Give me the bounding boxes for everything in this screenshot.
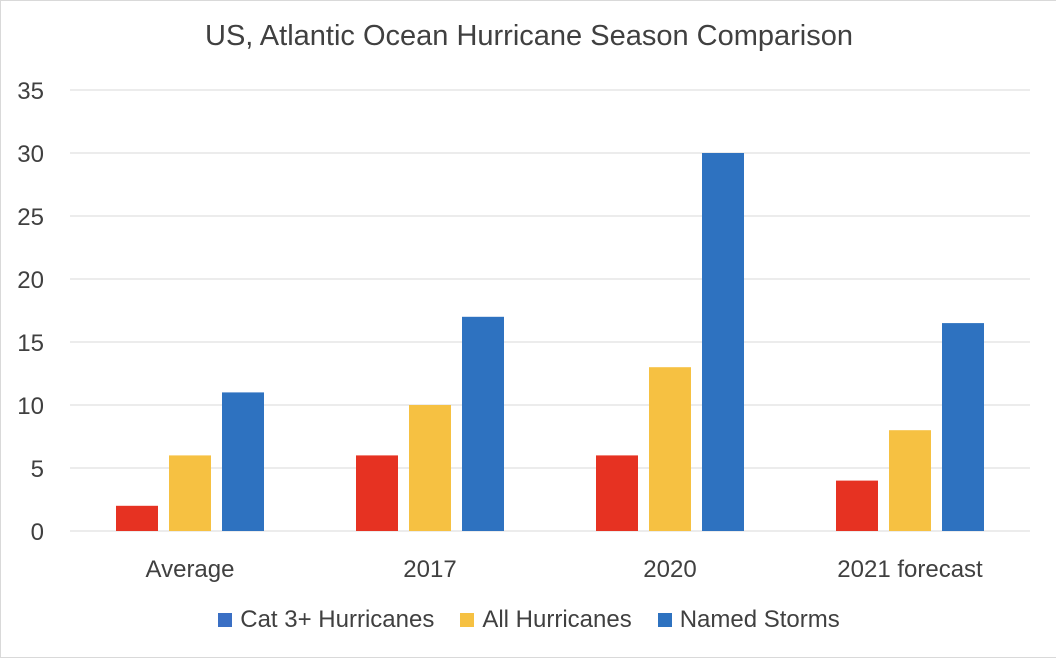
legend-label: Cat 3+ Hurricanes (240, 606, 435, 633)
bar (356, 455, 398, 531)
chart-title: US, Atlantic Ocean Hurricane Season Comp… (205, 20, 853, 52)
bar-chart: 0 5 10 15 20 25 30 35 Average 2017 2020 2021 foreca… (17, 78, 1030, 583)
bar (409, 405, 451, 531)
y-tick-label: 20 (17, 267, 44, 294)
legend-swatch (657, 613, 672, 627)
legend-label: All Hurricanes (482, 606, 632, 633)
y-tick-label: 30 (17, 141, 44, 168)
legend-swatch (460, 613, 475, 627)
x-category-label: 2021 forecast (837, 556, 983, 583)
x-category-label: 2017 (403, 556, 456, 583)
y-tick-label: 10 (17, 393, 44, 420)
y-tick-label: 5 (31, 456, 44, 483)
bar (596, 455, 638, 531)
bar (116, 505, 158, 531)
x-category-label: Average (146, 556, 235, 583)
legend-item: Cat 3+ Hurricanes (218, 606, 434, 634)
legend-item: All Hurricanes (460, 606, 632, 634)
legend-item: Named Storms (657, 606, 840, 634)
y-tick-label: 35 (17, 78, 44, 105)
bar (836, 480, 878, 531)
bar (889, 430, 931, 531)
y-tick-label: 0 (31, 519, 44, 546)
y-tick-label: 25 (17, 204, 44, 231)
bar (942, 323, 984, 531)
x-category-label: 2020 (643, 556, 696, 583)
bar (462, 316, 504, 531)
y-tick-label: 15 (17, 330, 44, 357)
chart-legend: Cat 3+ Hurricanes All Hurricanes Named Sto… (0, 606, 1058, 634)
bar (169, 455, 211, 531)
bar (649, 367, 691, 531)
bar (222, 392, 264, 531)
legend-swatch (218, 613, 233, 627)
legend-label: Named Storms (679, 606, 840, 633)
bar (702, 153, 744, 531)
